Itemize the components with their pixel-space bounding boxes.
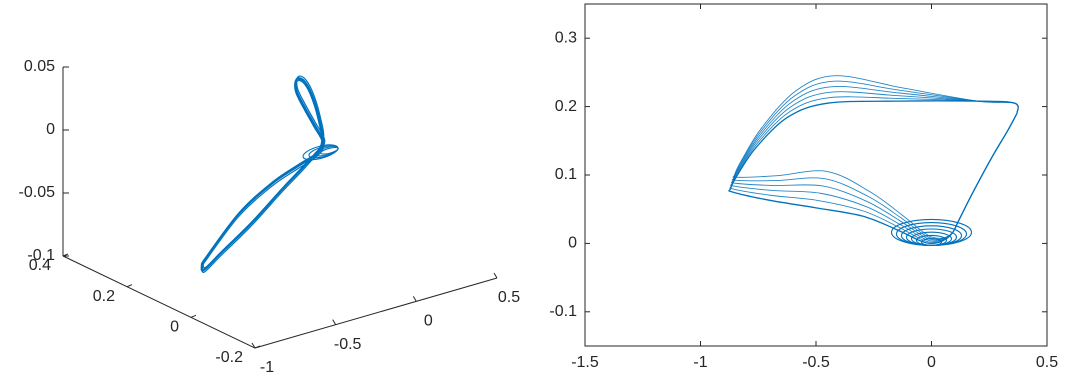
z-tick-label: -0.1: [27, 247, 55, 264]
y-tick-label: 0.4: [29, 257, 51, 274]
y-tick-label: 0.2: [555, 98, 577, 115]
y-tick-label: 0: [170, 319, 179, 336]
y-tick-mark: [254, 345, 261, 349]
spiral-loop: [320, 146, 339, 155]
chart-2d-phase-portrait: -1.5 -1 -0.5 0 0.5 -0.1 0 0.1 0.2 0.3: [549, 3, 1058, 371]
y-tick-mark: [62, 253, 69, 257]
y-tick-label: -0.2: [215, 349, 243, 366]
x-tick-mark: [251, 342, 256, 349]
x-tick-label: -1.5: [571, 354, 599, 371]
x-tick-label: 0: [927, 354, 936, 371]
y-tick-mark: [190, 314, 197, 318]
series-line: [728, 100, 1019, 245]
x-tick-mark: [332, 319, 337, 325]
x-tick-label: -0.5: [334, 336, 362, 353]
x-tick-label: -0.5: [802, 354, 830, 371]
x-tick-mark: [493, 272, 498, 279]
x-tick-label: 0.5: [1036, 354, 1058, 371]
z-tick-label: 0: [46, 121, 55, 138]
x-tick-label: -1: [693, 354, 707, 371]
z-tick-label: 0.05: [24, 58, 55, 75]
x-tick-label: 0.5: [498, 289, 520, 306]
y-tick-label: 0.3: [555, 29, 577, 46]
series-line: [201, 77, 325, 271]
y-tick-label: 0: [568, 235, 577, 252]
z-tick-label: -0.05: [19, 184, 56, 201]
series-line-pass: [200, 78, 324, 272]
series-line-pass: [201, 79, 325, 273]
y-tick-label: 0.2: [93, 288, 115, 305]
x-axis-line: [254, 277, 498, 349]
series-line-pass: [732, 75, 1019, 239]
x-tick-label: -1: [260, 359, 274, 376]
series-line-pass: [730, 91, 1019, 242]
series-line-pass: [730, 86, 1019, 241]
chart-3d-trajectory: -0.1 -0.05 0 0.05 -0.2 0 0.2 0.4 -1 -0.5 0 0.5: [19, 58, 521, 376]
y-tick-mark: [126, 284, 133, 288]
plot-frame: [584, 3, 1048, 347]
y-axis-line: [62, 255, 256, 349]
y-tick-label: 0.1: [555, 166, 577, 183]
x-tick-mark: [412, 296, 417, 302]
spiral-loop: [920, 238, 943, 246]
y-tick-label: -0.1: [549, 303, 577, 320]
series-line-pass: [202, 75, 326, 269]
x-tick-label: 0: [424, 313, 433, 330]
